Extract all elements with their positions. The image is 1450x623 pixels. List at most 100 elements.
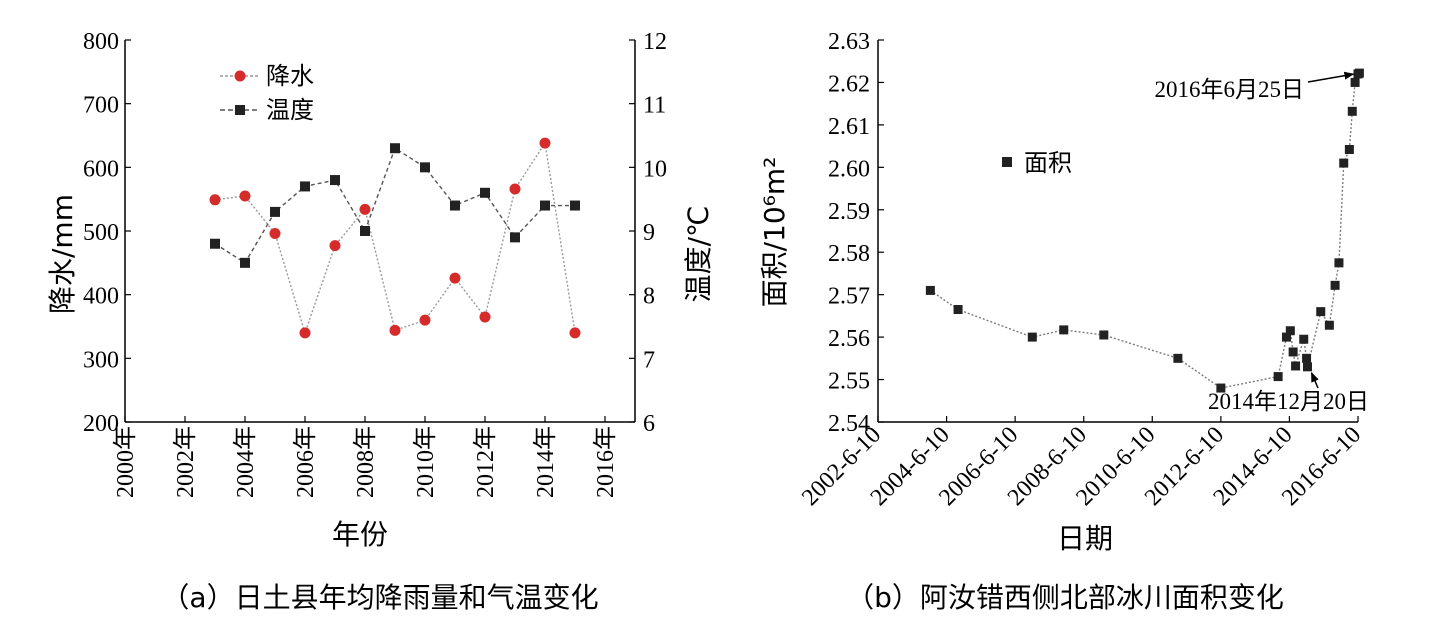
chart-a-x-tick-label: 2016年 bbox=[592, 426, 619, 498]
chart-a-legend-marker-precip bbox=[234, 70, 246, 82]
chart-b-annotation-2016: 2016年6月25日 bbox=[1155, 77, 1305, 102]
chart-b-area-point bbox=[1299, 334, 1309, 344]
chart-a-x-tick-label: 2014年 bbox=[532, 426, 559, 498]
chart-b-y-tick-label: 2.54 bbox=[828, 411, 870, 437]
chart-b-area-point bbox=[1099, 330, 1109, 340]
chart-a-legend-marker-temp bbox=[235, 105, 245, 115]
chart-a-temp-point bbox=[330, 175, 340, 186]
chart-a-precip-line bbox=[214, 141, 576, 336]
chart-b-area-point bbox=[1334, 258, 1344, 268]
chart-b-annotation-arrow-2014 bbox=[1310, 371, 1319, 389]
chart-b-area-point bbox=[1216, 383, 1226, 393]
chart-a-temp-point bbox=[300, 181, 310, 192]
chart-a-precip-point bbox=[479, 311, 491, 323]
chart-a-temp-point bbox=[480, 187, 490, 198]
chart-b-area-point bbox=[1339, 158, 1349, 168]
chart-b-area-point bbox=[1291, 361, 1301, 371]
chart-b-area-point bbox=[1273, 372, 1283, 382]
chart-a-temp-point bbox=[210, 238, 220, 249]
chart-b-y-tick-label: 2.55 bbox=[828, 369, 870, 395]
chart-a-precip-point bbox=[209, 194, 221, 206]
chart-a-left-tick-label: 400 bbox=[83, 284, 119, 310]
chart-a-temp-point bbox=[540, 200, 550, 211]
chart-b-legend-marker-area bbox=[1002, 157, 1012, 167]
chart-a-left-tick-label: 700 bbox=[83, 93, 119, 119]
chart-a-precip-point bbox=[389, 324, 401, 336]
chart-a-left-tick-label: 600 bbox=[83, 156, 119, 182]
chart-a-precip-point bbox=[299, 327, 311, 339]
chart-a-x-tick-label: 2008年 bbox=[352, 426, 379, 498]
chart-a-x-tick-label: 2004年 bbox=[232, 426, 259, 498]
chart-a-right-tick-label: 12 bbox=[643, 29, 667, 55]
chart-a-right-tick-label: 7 bbox=[643, 347, 655, 373]
chart-a-precip-point bbox=[449, 272, 461, 284]
chart-b-y-tick-label: 2.59 bbox=[828, 199, 870, 225]
chart-b-annotation-arrow-2016 bbox=[1307, 71, 1355, 83]
chart-a-x-axis-label: 年份 bbox=[332, 518, 388, 551]
chart-a-precip-point bbox=[569, 327, 581, 339]
chart-b-area-point bbox=[1059, 325, 1069, 335]
chart-a-precip-point bbox=[239, 190, 251, 202]
chart-a-precip-point bbox=[269, 228, 281, 240]
chart-b-area-point bbox=[953, 305, 963, 315]
chart-b-legend: 面积 bbox=[1002, 149, 1072, 177]
chart-a-legend-label-precip: 降水 bbox=[266, 62, 314, 90]
chart-a-temp-point bbox=[360, 226, 370, 236]
chart-a-precip-point bbox=[509, 183, 521, 195]
chart-a-axes: 200 300 400 500 600 700 800 6 7 8 9 10 11 12 2000年 2002… bbox=[83, 29, 667, 498]
chart-a-caption: （a）日土县年均降雨量和气温变化 bbox=[161, 581, 598, 614]
chart-b-y-axis-label: 面积/10⁶m² bbox=[758, 157, 791, 308]
chart-a: 200 300 400 500 600 700 800 6 7 8 9 10 11 12 2000年 2002… bbox=[46, 29, 715, 614]
chart-a-temp-point bbox=[570, 200, 580, 211]
chart-a-x-tick-label: 2012年 bbox=[472, 426, 499, 498]
chart-b: 2.54 2.55 2.56 2.57 2.58 2.59 2.60 2.61 2.62 2.63… bbox=[758, 29, 1369, 614]
chart-a-left-tick-label: 500 bbox=[83, 220, 119, 246]
chart-b-area-point bbox=[1350, 77, 1360, 87]
chart-a-right-y-axis-label: 温度/℃ bbox=[682, 206, 715, 303]
chart-a-right-tick-label: 10 bbox=[643, 156, 667, 182]
chart-a-x-tick-label: 2002年 bbox=[172, 426, 199, 498]
chart-a-legend: 降水 温度 bbox=[220, 62, 314, 124]
chart-a-legend-label-temp: 温度 bbox=[266, 96, 314, 124]
chart-b-y-tick-label: 2.61 bbox=[828, 114, 870, 140]
chart-a-right-tick-label: 8 bbox=[643, 284, 655, 310]
chart-b-area-point bbox=[1316, 307, 1326, 317]
chart-b-x-axis-label: 日期 bbox=[1057, 522, 1113, 555]
chart-a-right-tick-label: 6 bbox=[643, 411, 655, 437]
chart-a-right-tick-label: 9 bbox=[643, 220, 655, 246]
chart-a-temp-point bbox=[240, 257, 250, 268]
chart-a-left-tick-label: 300 bbox=[83, 347, 119, 373]
chart-b-area-point bbox=[1173, 353, 1183, 363]
chart-a-temp-point bbox=[420, 162, 430, 173]
chart-a-temp-point bbox=[510, 232, 520, 243]
chart-a-x-tick-label: 2000年 bbox=[112, 426, 139, 498]
chart-b-area-point bbox=[1303, 362, 1313, 372]
chart-b-area-point bbox=[1347, 106, 1357, 116]
chart-a-precip-point bbox=[419, 314, 431, 326]
chart-b-area-point bbox=[1281, 332, 1291, 342]
chart-b-y-tick-label: 2.60 bbox=[828, 156, 870, 182]
chart-b-area-point bbox=[1324, 320, 1334, 330]
chart-b-area-point bbox=[1344, 145, 1354, 155]
chart-b-area-point bbox=[1354, 68, 1364, 78]
chart-a-x-tick-label: 2010年 bbox=[412, 426, 439, 498]
chart-a-precip-point bbox=[329, 240, 341, 252]
chart-b-area-line bbox=[929, 72, 1360, 389]
chart-b-area-point bbox=[1027, 332, 1037, 342]
chart-b-area-point bbox=[1302, 353, 1312, 363]
chart-a-left-y-axis-label: 降水/mm bbox=[46, 194, 79, 314]
chart-a-temp-line bbox=[214, 147, 575, 264]
chart-b-y-tick-label: 2.56 bbox=[828, 326, 870, 352]
chart-b-caption: （b）阿汝错西侧北部冰川面积变化 bbox=[846, 581, 1284, 614]
chart-a-temp-point bbox=[270, 206, 280, 217]
chart-b-y-tick-label: 2.63 bbox=[828, 29, 870, 55]
chart-a-temp-point bbox=[390, 143, 400, 154]
chart-b-area-point bbox=[1285, 326, 1295, 336]
chart-b-area-point bbox=[925, 285, 935, 295]
chart-a-precip-point bbox=[359, 203, 371, 215]
chart-b-legend-label-area: 面积 bbox=[1024, 149, 1072, 177]
chart-a-right-tick-label: 11 bbox=[643, 93, 666, 119]
chart-a-x-tick-label: 2006年 bbox=[292, 426, 319, 498]
chart-b-y-tick-label: 2.58 bbox=[828, 241, 870, 267]
